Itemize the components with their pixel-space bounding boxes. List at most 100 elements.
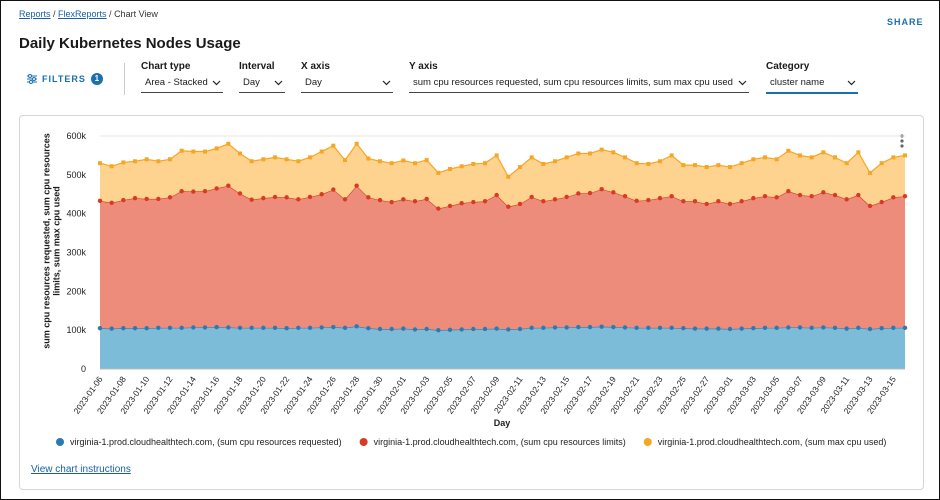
legend-item[interactable]: virginia-1.prod.cloudhealthtech.com, (su… <box>359 437 626 447</box>
marker <box>168 157 172 162</box>
chevron <box>274 80 283 86</box>
marker <box>634 325 639 331</box>
marker <box>879 326 884 331</box>
marker <box>763 155 767 160</box>
marker <box>821 325 826 330</box>
marker <box>891 155 896 160</box>
marker <box>97 326 103 331</box>
marker <box>343 158 347 163</box>
marker <box>611 190 616 195</box>
marker <box>658 159 662 164</box>
marker <box>109 200 114 205</box>
dropdown[interactable]: Day <box>301 77 393 93</box>
marker <box>249 197 254 202</box>
marker <box>786 188 791 194</box>
marker <box>739 161 744 166</box>
marker <box>144 196 149 202</box>
dropdown[interactable]: cluster name <box>766 77 858 94</box>
marker <box>833 155 837 160</box>
chevron <box>212 80 221 86</box>
marker <box>832 325 838 331</box>
marker <box>646 197 651 203</box>
marker <box>716 199 721 204</box>
marker <box>541 325 546 331</box>
marker <box>762 193 768 199</box>
marker <box>669 193 674 199</box>
marker <box>482 326 488 332</box>
control-label: Y axis <box>409 61 438 72</box>
marker <box>646 161 651 166</box>
marker <box>156 325 161 331</box>
marker <box>459 327 464 332</box>
legend-label: virginia-1.prod.cloudhealthtech.com, (su… <box>658 437 887 447</box>
marker <box>133 159 137 164</box>
marker <box>844 197 849 202</box>
dropdown[interactable]: Day <box>239 77 285 93</box>
marker <box>261 157 266 162</box>
marker <box>144 326 149 331</box>
area <box>100 185 905 331</box>
marker <box>284 195 289 200</box>
marker <box>307 194 313 200</box>
marker <box>797 325 803 330</box>
instructions-link[interactable]: View chart instructions <box>31 464 131 475</box>
breadcrumb: Reports / FlexReports / Chart View <box>19 9 158 19</box>
filters-button[interactable]: FILTERS 1 <box>27 72 103 86</box>
marker <box>471 199 476 205</box>
marker <box>448 167 452 172</box>
marker <box>424 196 429 202</box>
marker <box>518 165 522 170</box>
marker <box>821 150 826 155</box>
marker <box>261 195 266 201</box>
marker <box>494 326 499 331</box>
marker <box>412 199 418 204</box>
marker <box>541 161 546 166</box>
breadcrumb-link[interactable]: FlexReports <box>58 9 107 19</box>
chart: Day 0100k200k300k400k500k600k2023-01-062… <box>56 131 908 447</box>
marker <box>727 326 733 332</box>
marker <box>529 194 534 200</box>
marker <box>331 143 336 148</box>
marker <box>121 326 126 331</box>
marker <box>179 148 184 153</box>
marker <box>622 325 628 330</box>
control-label: X axis <box>301 61 330 72</box>
marker <box>237 325 243 331</box>
chart-menu[interactable] <box>900 134 904 148</box>
marker <box>739 199 744 204</box>
marker <box>214 324 219 330</box>
marker <box>167 325 173 331</box>
area-line <box>99 184 906 210</box>
marker <box>377 326 383 332</box>
marker <box>97 198 103 204</box>
marker <box>903 153 907 158</box>
y-tick-label: 0 <box>81 364 86 374</box>
marker <box>121 197 126 203</box>
marker <box>704 165 709 170</box>
marker <box>249 159 254 164</box>
marker <box>809 155 814 160</box>
marker <box>214 146 219 151</box>
marker <box>307 325 313 331</box>
marker <box>202 188 208 194</box>
legend-item[interactable]: virginia-1.prod.cloudhealthtech.com, (su… <box>56 437 342 447</box>
marker <box>214 186 219 191</box>
marker <box>132 326 138 331</box>
marker <box>623 155 627 160</box>
legend-item[interactable]: virginia-1.prod.cloudhealthtech.com, (su… <box>643 437 887 447</box>
share-button[interactable]: SHARE <box>887 17 924 27</box>
dropdown[interactable]: Area - Stacked <box>141 77 223 93</box>
breadcrumb-link[interactable]: Reports <box>19 9 51 19</box>
marker <box>319 192 324 197</box>
marker <box>401 197 406 202</box>
marker <box>587 324 593 330</box>
marker <box>413 161 417 166</box>
page-title: Daily Kubernetes Nodes Usage <box>19 35 241 52</box>
divider <box>124 63 125 95</box>
marker <box>226 325 231 330</box>
marker <box>121 160 126 165</box>
dropdown[interactable]: sum cpu resources requested, sum cpu res… <box>409 77 749 93</box>
marker <box>506 327 511 332</box>
marker <box>564 194 569 200</box>
marker <box>529 155 534 160</box>
